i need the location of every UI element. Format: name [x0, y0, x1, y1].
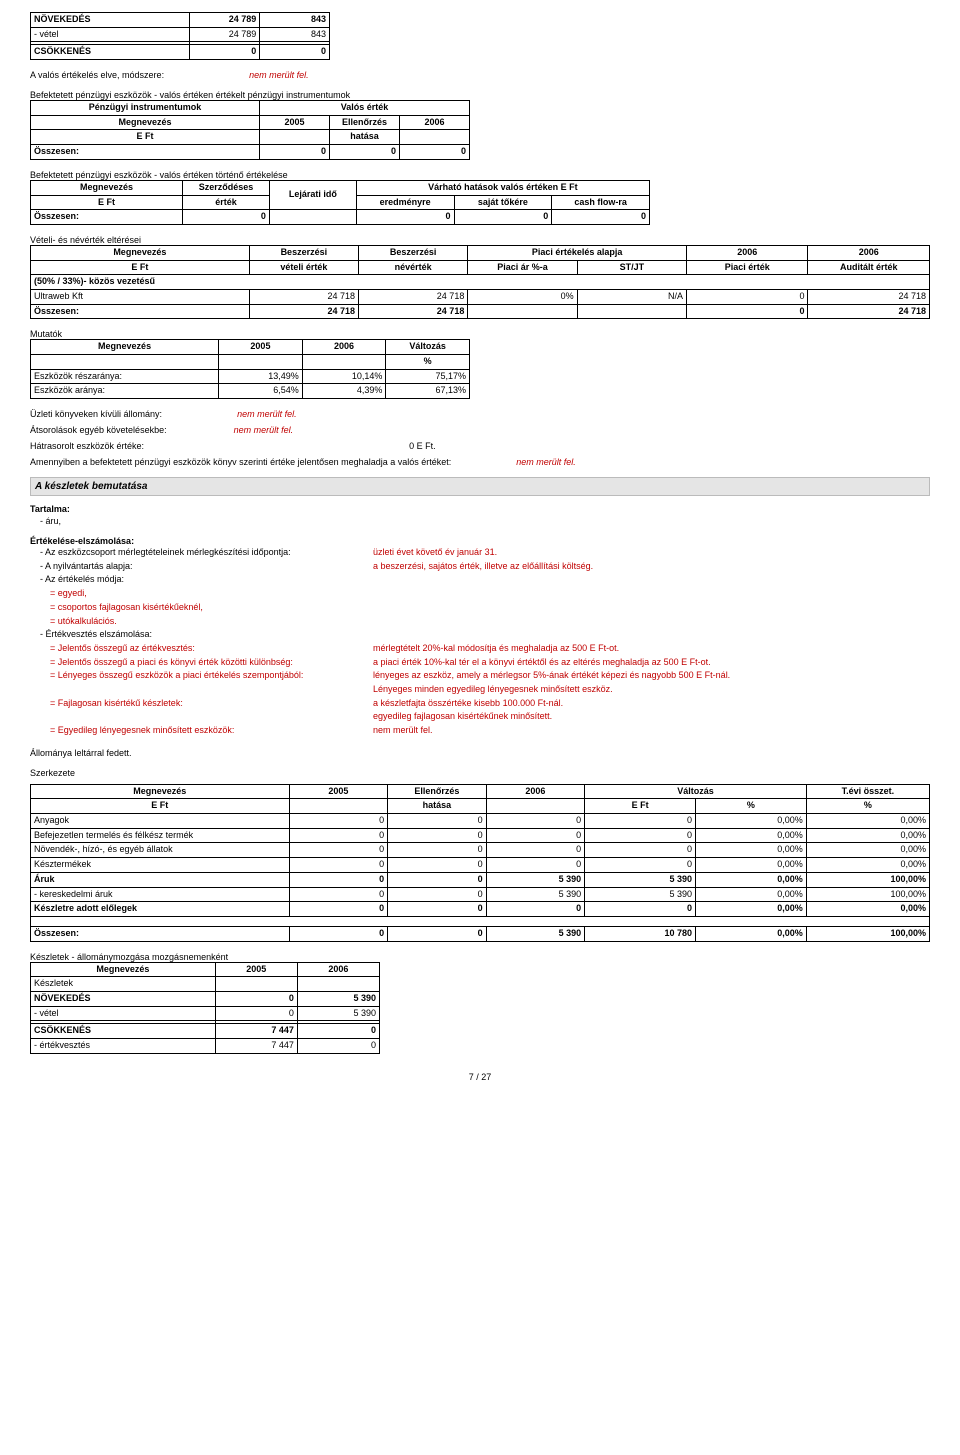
table-penzugyi-instrumentumok: Pénzügyi instrumentumok Valós érték Megn…	[30, 100, 470, 160]
szerkezete-heading: Szerkezete	[30, 768, 930, 778]
heading-keszletek-mozgas: Készletek - állománymozgása mozgásnemenk…	[30, 952, 930, 962]
value: nem merült fel.	[249, 70, 309, 80]
tartalma-item: - áru,	[30, 516, 930, 526]
line-amennyiben: Amennyiben a befektetett pénzügyi eszköz…	[30, 457, 930, 467]
allomanya-line: Állománya leltárral fedett.	[30, 748, 930, 758]
ertekeles-heading: Értékelése-elszámolása:	[30, 536, 930, 546]
section-keszletek: A készletek bemutatása	[30, 477, 930, 496]
heading-befektetett-2: Befektetett pénzügyi eszközök - valós ér…	[30, 170, 930, 180]
table-mutatok: Megnevezés 2005 2006 Változás % Eszközök…	[30, 339, 470, 399]
table-novek-csokk: NÖVEKEDÉS24 789843- vétel24 789843CSÖKKE…	[30, 12, 330, 60]
table-valos-ertekeles: Megnevezés Szerződéses Lejárati idő Várh…	[30, 180, 650, 225]
label: A valós értékelés elve, módszere:	[30, 70, 164, 80]
page-number: 7 / 27	[30, 1072, 930, 1082]
line-atsorolasok: Átsorolások egyéb követelésekbe: nem mer…	[30, 425, 930, 435]
line-uzleti: Üzleti könyveken kívüli állomány: nem me…	[30, 409, 930, 419]
tartalma-heading: Tartalma:	[30, 504, 930, 514]
heading-veteli: Vételi- és névérték eltérései	[30, 235, 930, 245]
line-valos-ertekeles: A valós értékelés elve, módszere: nem me…	[30, 70, 930, 80]
line-hatrasorolt: Hátrasorolt eszközök értéke: 0 E Ft.	[30, 441, 930, 451]
heading-mutatok: Mutatók	[30, 329, 930, 339]
ertekeles-list: - Az eszközcsoport mérlegtételeinek mérl…	[30, 546, 930, 738]
table-veteli-neverertek: Megnevezés Beszerzési Beszerzési Piaci é…	[30, 245, 930, 319]
table-keszlet-mozgas: Megnevezés 2005 2006 KészletekNÖVEKEDÉS0…	[30, 962, 380, 1054]
table-szerkezete: Megnevezés 2005 Ellenőrzés 2006 Változás…	[30, 784, 930, 942]
heading-befektetett-1: Befektetett pénzügyi eszközök - valós ér…	[30, 90, 930, 100]
